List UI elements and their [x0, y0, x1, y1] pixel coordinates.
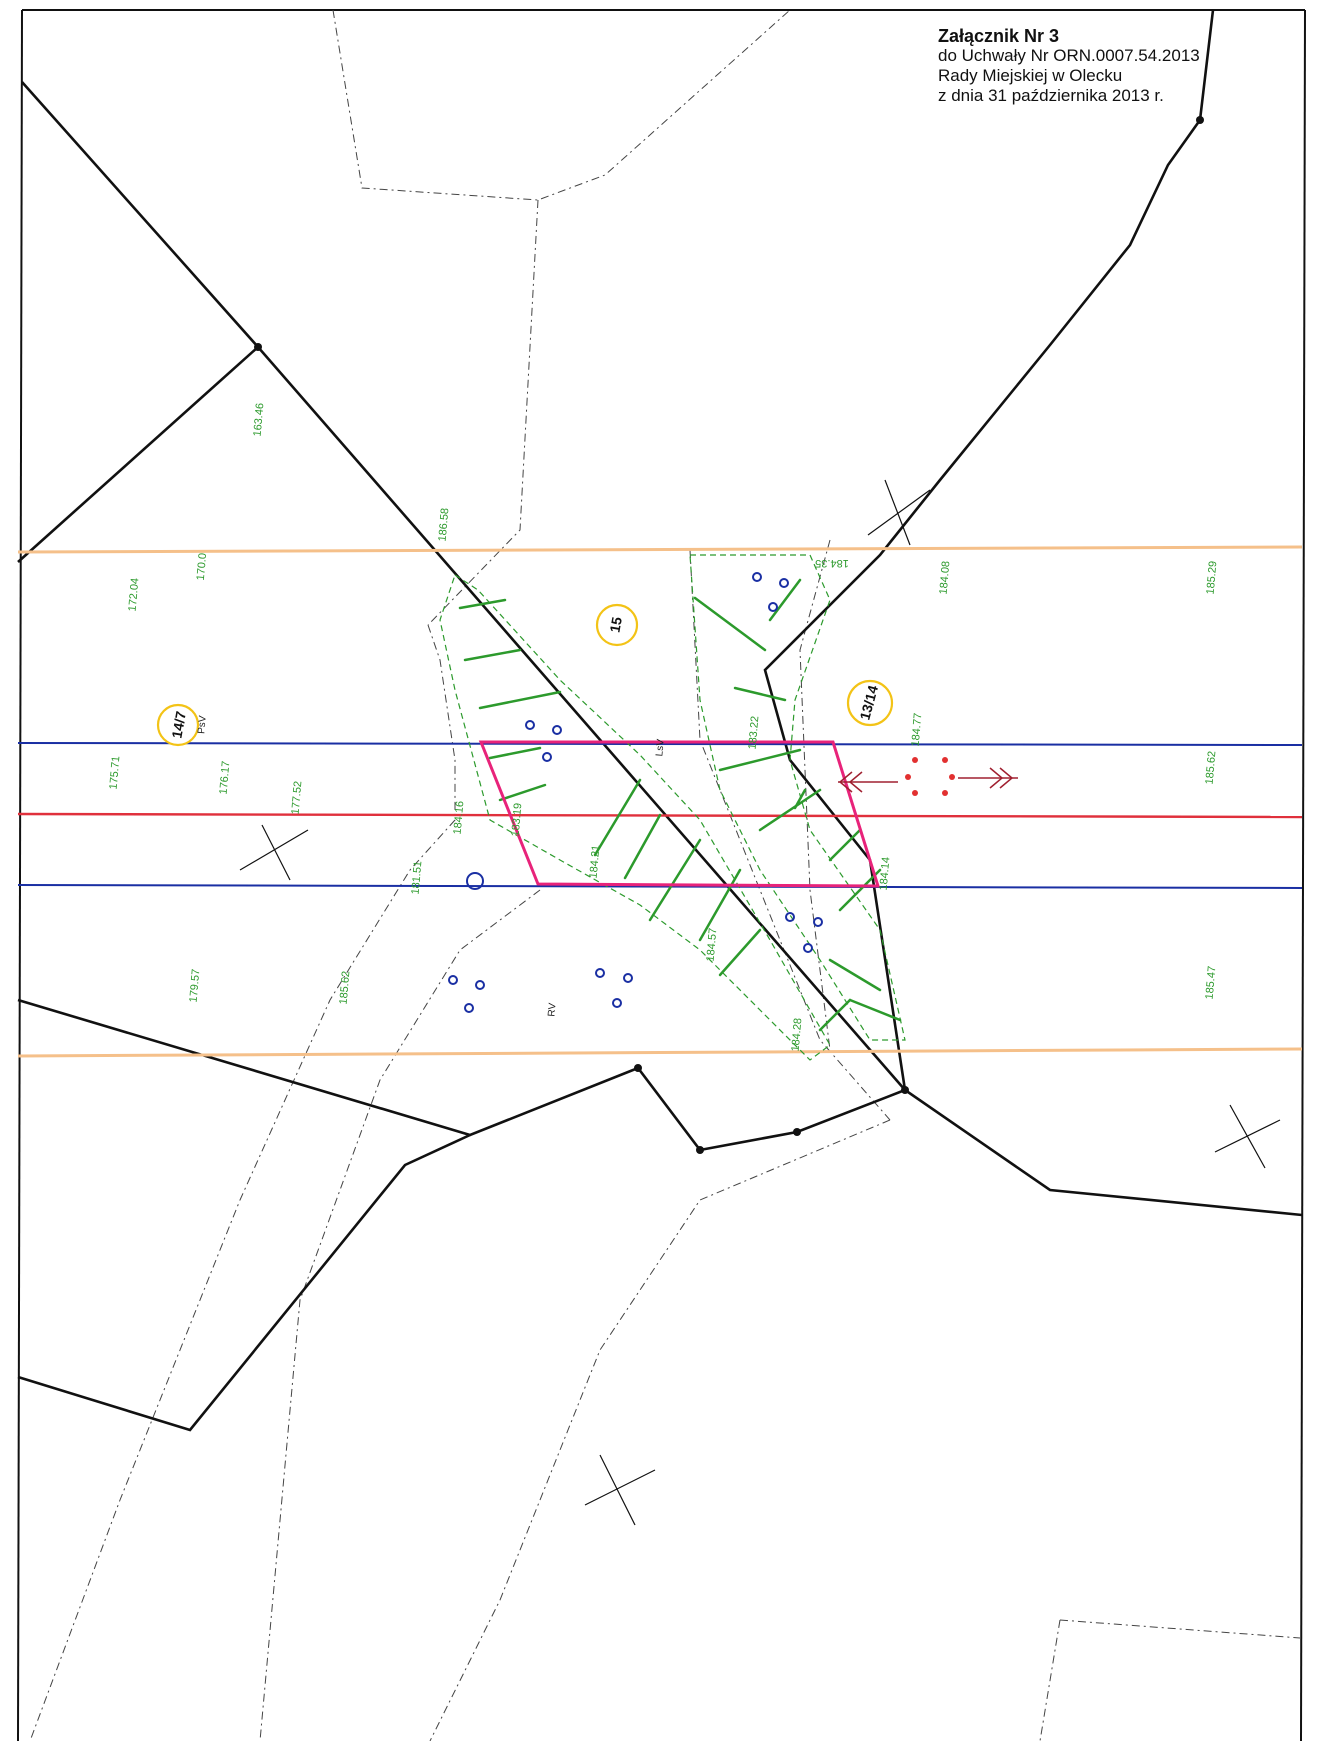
heading-title: Załącznik Nr 3 — [938, 26, 1060, 46]
land-use-r: RV — [546, 1002, 558, 1017]
elevation-label: 185.62 — [1204, 750, 1219, 785]
parcel-circle-3 — [846, 679, 894, 727]
land-use-ps: PsV — [196, 715, 209, 735]
red-dot-cluster — [905, 757, 955, 796]
elevation-label: 183.19 — [510, 802, 525, 837]
elevation-label: 170.0 — [195, 553, 209, 581]
elevation-label: 183.22 — [747, 715, 762, 750]
heading-council: Rady Miejskiej w Olecku — [938, 66, 1123, 85]
attachment-heading: Załącznik Nr 3 do Uchwały Nr ORN.0007.54… — [938, 26, 1200, 106]
heading-resolution: do Uchwały Nr ORN.0007.54.2013 — [938, 46, 1200, 65]
escarpment-outlines — [439, 554, 906, 1061]
elevation-labels: 163.46 170.0 172.04 175.71 176.17 177.52… — [108, 402, 1220, 1052]
elevation-label: 177.52 — [290, 780, 305, 815]
well-symbols — [448, 572, 823, 1013]
flow-arrows — [838, 767, 1018, 793]
elevation-label: 185.29 — [1205, 560, 1220, 595]
elevation-label: 184.14 — [878, 856, 893, 891]
elevation-label: 184.08 — [938, 560, 953, 595]
parcel-circle-1 — [156, 703, 200, 747]
sheet-frame — [17, 9, 1306, 1741]
parcel-circles — [156, 603, 894, 747]
elevation-label: 185.62 — [338, 970, 353, 1005]
parcel-label-2: 15 — [606, 616, 624, 634]
corridor-lines — [17, 545, 1303, 1058]
elevation-label: 179.57 — [188, 968, 203, 1003]
parcel-label-1: 14/7 — [168, 710, 189, 740]
parcel-circle-2 — [595, 603, 639, 647]
elevation-label: 175.71 — [108, 755, 123, 790]
study-area-outline — [478, 740, 881, 888]
land-use-boundaries — [29, 9, 1301, 1741]
survey-crosses — [239, 479, 1281, 1526]
elevation-label: 186.58 — [437, 507, 452, 542]
boundary-vertices — [254, 116, 1204, 1154]
elevation-label: 184.35 — [815, 557, 849, 569]
elevation-label: 184.77 — [910, 712, 925, 747]
elevation-label: 185.47 — [1204, 965, 1219, 1000]
heading-date: z dnia 31 października 2013 r. — [938, 86, 1164, 105]
elevation-label: 184.21 — [588, 844, 603, 879]
parcel-boundaries — [17, 9, 1303, 1432]
elevation-label: 163.46 — [252, 402, 267, 437]
elevation-label: 172.04 — [127, 577, 142, 612]
elevation-label: 176.17 — [218, 760, 233, 795]
elevation-label: 181.51 — [410, 860, 425, 895]
elevation-label: 184.28 — [790, 1017, 805, 1052]
land-use-ls: LsV — [654, 738, 666, 756]
slope-hachures — [458, 578, 902, 1032]
elevation-label: 184.57 — [705, 927, 720, 962]
elevation-label: 184.16 — [452, 800, 467, 835]
